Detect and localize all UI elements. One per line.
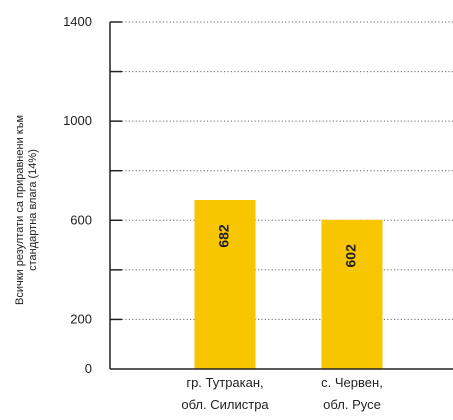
x-category-label: обл. Силистра [181, 397, 269, 412]
x-category-label: обл. Русе [323, 397, 381, 412]
category-labels: гр. Тутракан, обл. Силистра с. Червен, обл.… [181, 375, 382, 412]
bar-value-label: 682 [216, 224, 232, 248]
y-axis-title-text: Всички резултати са приравнени към станда… [14, 115, 39, 305]
y-tick-label: 200 [70, 311, 92, 326]
y-tick-label: 0 [85, 361, 92, 376]
axes [109, 21, 453, 370]
gridlines [122, 21, 453, 320]
y-tick-label: 1000 [63, 113, 92, 128]
bars: 682 602 [194, 199, 383, 369]
y-tick-label: 1400 [63, 14, 92, 29]
y-axis-title-line: стандартна влага (14%) [27, 149, 39, 271]
x-category-label: гр. Тутракан, [186, 375, 263, 390]
bar [194, 199, 256, 369]
bar [321, 219, 383, 369]
x-category-label: с. Червен, [321, 375, 383, 390]
y-axis-title-line: Всички резултати са приравнени към [14, 115, 26, 305]
y-axis-title: Всички резултати са приравнени към станда… [14, 115, 39, 305]
bar-value-label: 602 [343, 244, 359, 268]
y-tick-label: 600 [70, 212, 92, 227]
y-tick-labels: 0 200 600 1000 1400 [63, 14, 92, 376]
